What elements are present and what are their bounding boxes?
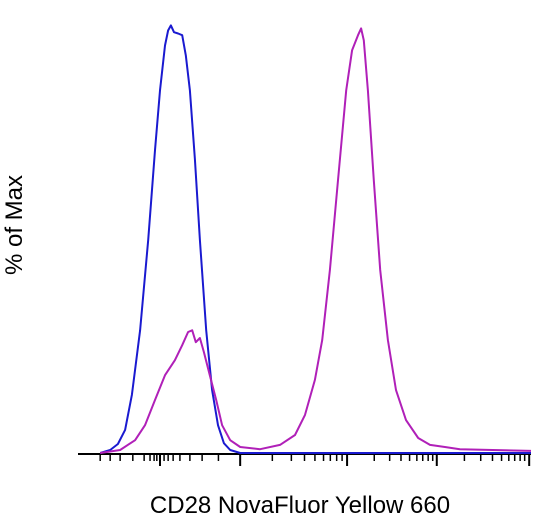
y-axis-label: % of Max — [1, 175, 28, 275]
x-axis-label: CD28 NovaFluor Yellow 660 — [150, 492, 450, 519]
histogram-line — [100, 27, 532, 454]
histogram-line — [99, 24, 531, 454]
